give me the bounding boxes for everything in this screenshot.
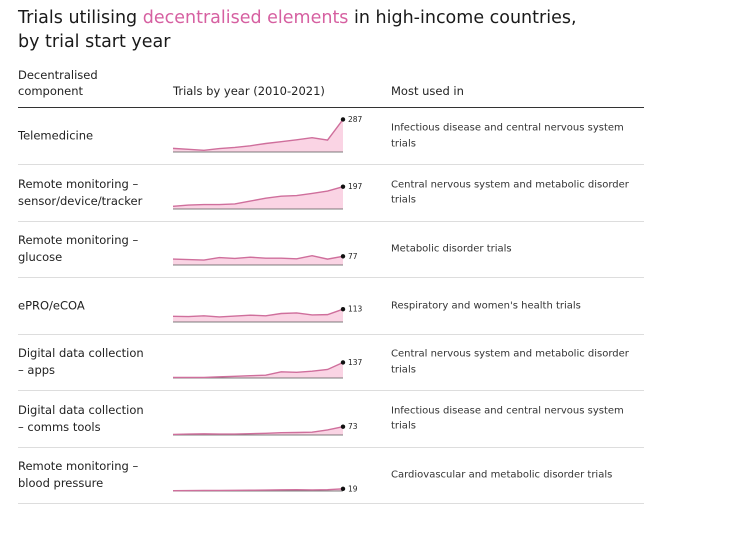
- component-name: ePRO/eCOA: [18, 298, 85, 312]
- sparkline-line: [172, 425, 344, 435]
- component-name: Remote monitoring – sensor/device/tracker: [18, 176, 143, 208]
- most-used-in: Infectious disease and central nervous s…: [391, 122, 624, 150]
- end-value-label: 197: [348, 182, 363, 191]
- header-component: Decentralised component: [18, 68, 98, 98]
- end-point: [340, 117, 346, 122]
- end-value-label: 113: [348, 304, 363, 313]
- component-name: Digital data collection – apps: [18, 346, 144, 377]
- sparkline-line: [172, 488, 344, 492]
- most-used-in: Respiratory and women's health trials: [391, 299, 581, 311]
- end-point: [340, 306, 346, 311]
- most-used-in: Central nervous system and metabolic dis…: [391, 348, 629, 376]
- component-name: Remote monitoring – glucose: [18, 233, 139, 264]
- header-used: Most used in: [391, 84, 464, 98]
- sparkline-area: [173, 186, 343, 209]
- component-name: Digital data collection – comms tools: [18, 402, 144, 434]
- sparkline: 113: [172, 304, 363, 322]
- sparkline-area: [173, 362, 343, 378]
- most-used-in: Cardiovascular and metabolic disorder tr…: [391, 469, 613, 481]
- sparkline: 137: [173, 358, 363, 379]
- end-value-label: 19: [348, 484, 358, 493]
- end-value-label: 137: [348, 358, 363, 367]
- table-row: Remote monitoring – sensor/device/tracker…: [18, 165, 644, 222]
- end-point: [340, 424, 346, 429]
- sparkline-line: [172, 119, 344, 152]
- sparkline-line: [172, 185, 344, 207]
- sparkline-line: [173, 361, 344, 379]
- end-point: [340, 254, 346, 259]
- end-value-label: 287: [348, 115, 363, 124]
- component-name: Telemedicine: [18, 128, 94, 143]
- most-used-in: Central nervous system and metabolic dis…: [391, 179, 629, 206]
- component-name: Remote monitoring – blood pressure: [18, 459, 139, 490]
- header-trend: Trials by year (2010-2021): [173, 84, 325, 98]
- table-row: Telemedicine 287 Infectious disease and ce…: [18, 108, 644, 165]
- sparkline-area: [173, 119, 343, 152]
- sparkline: 73: [172, 422, 358, 435]
- end-point: [340, 183, 346, 189]
- table-row: Remote monitoring – blood pressure 19 Cardi…: [18, 447, 644, 504]
- most-used-in: Metabolic disorder trials: [391, 243, 512, 255]
- sparkline-line: [172, 308, 344, 318]
- end-point: [340, 486, 346, 492]
- sparkline: 19: [172, 484, 358, 493]
- table-row: Digital data collection – apps 137 Central …: [18, 334, 644, 391]
- end-point: [340, 360, 346, 365]
- sparkline: 287: [172, 115, 363, 153]
- end-value-label: 77: [348, 252, 358, 261]
- most-used-in: Infectious disease and central nervous s…: [391, 405, 624, 432]
- table-row: Digital data collection – comms tools 73 In…: [18, 391, 644, 448]
- end-value-label: 73: [348, 422, 358, 431]
- sparkline: 77: [172, 252, 358, 266]
- chart-title: Trials utilising decentralised elements …: [18, 8, 577, 52]
- table-row: Remote monitoring – glucose 77 Metabolic di…: [18, 221, 644, 278]
- sparkline: 197: [172, 182, 363, 209]
- header-rule: [18, 107, 644, 108]
- table-row: ePRO/eCOA 113 Respiratory and women's heal…: [18, 278, 644, 335]
- sparkline-line: [172, 254, 344, 261]
